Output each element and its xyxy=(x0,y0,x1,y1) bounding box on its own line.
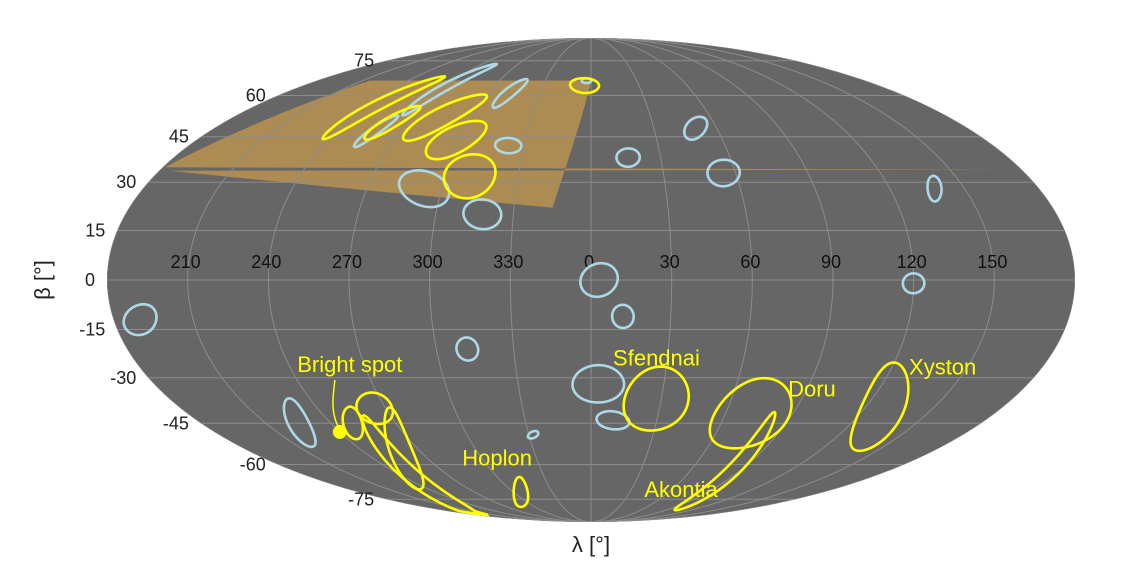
y-tick-label: 60 xyxy=(246,86,266,106)
other-feature-outline xyxy=(352,114,400,149)
graticule-meridian xyxy=(509,38,592,522)
y-tick-label: -30 xyxy=(110,368,136,388)
label-akontia: Akontia xyxy=(644,477,718,502)
y-tick-label: -60 xyxy=(240,454,266,474)
x-tick-label: 270 xyxy=(332,252,362,272)
feature-outline xyxy=(355,391,395,426)
graticule-meridian xyxy=(590,38,915,522)
bright-spot-leader xyxy=(332,379,339,427)
feature-outline-akontia xyxy=(673,410,777,512)
feature-outline xyxy=(568,76,601,95)
other-feature-outline xyxy=(455,336,480,362)
other-feature-outline xyxy=(901,272,926,295)
y-tick-label: 0 xyxy=(85,270,95,290)
feature-outline xyxy=(363,104,422,141)
feature-outline xyxy=(424,119,488,161)
y-tick-label: 15 xyxy=(85,220,105,240)
label-hoplon: Hoplon xyxy=(462,445,532,470)
other-feature-outline xyxy=(493,136,523,155)
y-tick-label: -15 xyxy=(79,320,105,340)
label-sfendnai: Sfendnai xyxy=(613,345,700,370)
x-tick-label: 330 xyxy=(493,252,523,272)
feature-outline-sfendnai xyxy=(622,365,691,432)
graticule-meridian xyxy=(590,38,673,522)
graticule-meridian xyxy=(348,38,592,522)
x-tick-label: 90 xyxy=(821,252,841,272)
label-bright-spot: Bright spot xyxy=(297,352,402,377)
feature-outline xyxy=(321,75,447,141)
y-tick-label: 45 xyxy=(169,127,189,147)
other-feature-outline xyxy=(926,174,943,203)
y-tick-label: -45 xyxy=(163,413,189,433)
other-feature-outline xyxy=(683,115,709,142)
other-feature-outline xyxy=(571,363,626,404)
other-feature-outline xyxy=(610,303,635,330)
graticule-meridian xyxy=(187,38,592,522)
feature-outline xyxy=(512,475,530,509)
y-tick-label: 75 xyxy=(354,51,374,71)
shaded-region xyxy=(164,80,1022,208)
x-tick-label: 60 xyxy=(740,252,760,272)
feature-outline xyxy=(401,93,489,143)
feature-outline xyxy=(442,153,497,200)
y-tick-label: -75 xyxy=(348,489,374,509)
x-tick-label: 120 xyxy=(897,252,927,272)
x-tick-label: 0 xyxy=(584,252,594,272)
x-axis-title: λ [°] xyxy=(572,532,610,557)
bright-spot-marker xyxy=(332,424,347,439)
other-feature-outline xyxy=(706,158,742,188)
y-axis-title: β [°] xyxy=(30,260,55,300)
x-tick-label: 240 xyxy=(251,252,281,272)
other-feature-outline xyxy=(282,397,317,449)
other-feature-outline xyxy=(491,77,529,110)
other-feature-outline xyxy=(462,198,503,231)
feature-outline-xyston xyxy=(849,361,910,453)
label-xyston: Xyston xyxy=(909,354,976,379)
feature-outline-doru xyxy=(708,376,793,450)
x-tick-label: 300 xyxy=(413,252,443,272)
other-feature-outline xyxy=(526,429,540,440)
other-feature-outline xyxy=(122,302,158,337)
graticule-meridian xyxy=(590,38,753,522)
feature-outline-hoplon xyxy=(383,406,425,491)
y-tick-label: 30 xyxy=(116,172,136,192)
x-tick-label: 210 xyxy=(171,252,201,272)
other-feature-outline xyxy=(579,261,620,299)
graticule-meridian xyxy=(590,38,995,522)
label-doru: Doru xyxy=(788,376,836,401)
other-feature-outline xyxy=(615,147,642,169)
feature-outline xyxy=(341,405,365,441)
x-tick-label: 30 xyxy=(660,252,680,272)
x-tick-label: 150 xyxy=(977,252,1007,272)
graticule-meridian xyxy=(267,38,592,522)
